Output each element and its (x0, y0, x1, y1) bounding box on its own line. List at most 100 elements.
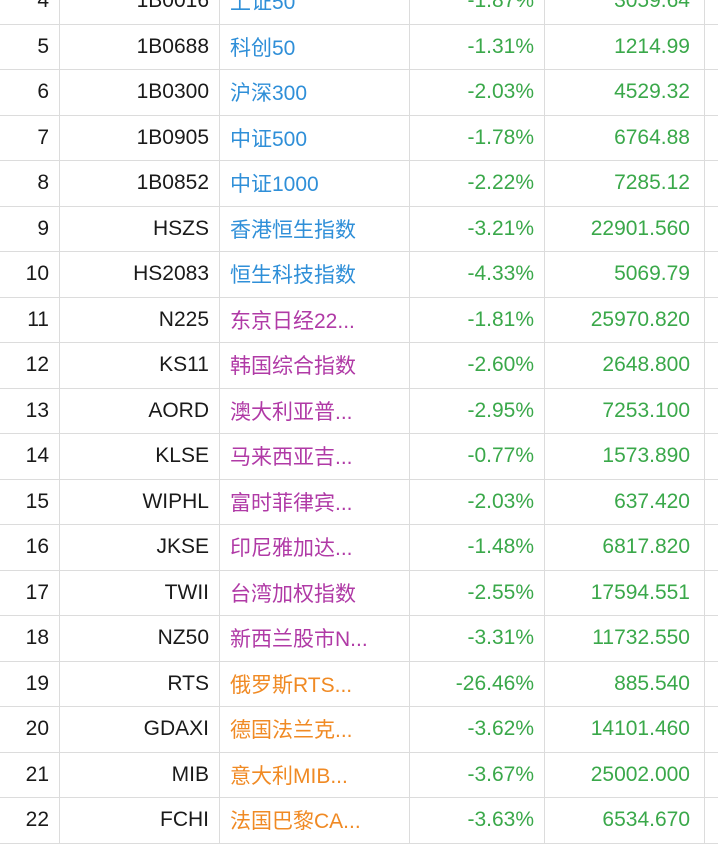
last-price: 25970.820 (545, 297, 705, 342)
change-percent: -4.33% (410, 252, 545, 297)
row-filler (705, 616, 718, 661)
change-percent: -0.77% (410, 434, 545, 479)
row-filler (705, 707, 718, 752)
index-name-link[interactable]: 台湾加权指数 (220, 570, 410, 615)
table-row[interactable]: 18 NZ50 新西兰股市N... -3.31% 11732.550 (0, 616, 718, 662)
index-name-link[interactable]: 上证50 (220, 0, 410, 24)
table-row[interactable]: 7 1B0905 中证500 -1.78% 6764.88 (0, 115, 718, 161)
table-row[interactable]: 5 1B0688 科创50 -1.31% 1214.99 (0, 24, 718, 70)
row-index: 12 (0, 343, 60, 388)
row-index: 17 (0, 570, 60, 615)
row-index: 16 (0, 525, 60, 570)
table-row[interactable]: 20 GDAXI 德国法兰克... -3.62% 14101.460 (0, 707, 718, 753)
table-row[interactable]: 14 KLSE 马来西亚吉... -0.77% 1573.890 (0, 434, 718, 480)
index-code: GDAXI (60, 707, 220, 752)
table-row[interactable]: 21 MIB 意大利MIB... -3.67% 25002.000 (0, 752, 718, 798)
index-name-link[interactable]: 澳大利亚普... (220, 388, 410, 433)
index-code: 1B0300 (60, 70, 220, 115)
table-row[interactable]: 4 1B0016 上证50 -1.87% 3059.64 (0, 0, 718, 25)
last-price: 1214.99 (545, 24, 705, 69)
last-price: 1573.890 (545, 434, 705, 479)
row-filler (705, 161, 718, 206)
index-name-link[interactable]: 中证1000 (220, 161, 410, 206)
row-index: 15 (0, 479, 60, 524)
last-price: 6534.670 (545, 798, 705, 843)
index-name-link[interactable]: 法国巴黎CA... (220, 798, 410, 843)
change-percent: -1.81% (410, 297, 545, 342)
table-row[interactable]: 15 WIPHL 富时菲律宾... -2.03% 637.420 (0, 479, 718, 525)
last-price: 4529.32 (545, 70, 705, 115)
index-name-link[interactable]: 新西兰股市N... (220, 616, 410, 661)
index-name-link[interactable]: 印尼雅加达... (220, 525, 410, 570)
table-row[interactable]: 10 HS2083 恒生科技指数 -4.33% 5069.79 (0, 252, 718, 298)
last-price: 7285.12 (545, 161, 705, 206)
change-percent: -2.22% (410, 161, 545, 206)
change-percent: -2.03% (410, 70, 545, 115)
table-row[interactable]: 22 FCHI 法国巴黎CA... -3.63% 6534.670 (0, 798, 718, 844)
index-code: FCHI (60, 798, 220, 843)
last-price: 14101.460 (545, 707, 705, 752)
change-percent: -1.78% (410, 115, 545, 160)
table-row[interactable]: 9 HSZS 香港恒生指数 -3.21% 22901.560 (0, 206, 718, 252)
index-code: NZ50 (60, 616, 220, 661)
row-index: 14 (0, 434, 60, 479)
index-code: MIB (60, 752, 220, 797)
index-code: N225 (60, 297, 220, 342)
last-price: 6764.88 (545, 115, 705, 160)
index-name-link[interactable]: 东京日经22... (220, 297, 410, 342)
row-filler (705, 70, 718, 115)
change-percent: -3.67% (410, 752, 545, 797)
last-price: 637.420 (545, 479, 705, 524)
index-name-link[interactable]: 德国法兰克... (220, 707, 410, 752)
row-filler (705, 343, 718, 388)
row-index: 4 (0, 0, 60, 24)
last-price: 3059.64 (545, 0, 705, 24)
index-name-link[interactable]: 科创50 (220, 24, 410, 69)
change-percent: -3.62% (410, 707, 545, 752)
index-code: KS11 (60, 343, 220, 388)
index-code: WIPHL (60, 479, 220, 524)
table-row[interactable]: 12 KS11 韩国综合指数 -2.60% 2648.800 (0, 343, 718, 389)
row-filler (705, 25, 718, 70)
table-row[interactable]: 11 N225 东京日经22... -1.81% 25970.820 (0, 297, 718, 343)
row-index: 19 (0, 661, 60, 706)
row-index: 8 (0, 161, 60, 206)
index-name-link[interactable]: 韩国综合指数 (220, 343, 410, 388)
index-name-link[interactable]: 富时菲律宾... (220, 479, 410, 524)
table-row[interactable]: 16 JKSE 印尼雅加达... -1.48% 6817.820 (0, 525, 718, 571)
table-row[interactable]: 17 TWII 台湾加权指数 -2.55% 17594.551 (0, 570, 718, 616)
table-row[interactable]: 19 RTS 俄罗斯RTS... -26.46% 885.540 (0, 661, 718, 707)
index-code: HS2083 (60, 252, 220, 297)
index-code: 1B0016 (60, 0, 220, 24)
table-row[interactable]: 13 AORD 澳大利亚普... -2.95% 7253.100 (0, 388, 718, 434)
index-name-link[interactable]: 恒生科技指数 (220, 252, 410, 297)
row-index: 20 (0, 707, 60, 752)
row-filler (705, 480, 718, 525)
change-percent: -3.21% (410, 206, 545, 251)
index-name-link[interactable]: 马来西亚吉... (220, 434, 410, 479)
row-filler (705, 298, 718, 343)
row-filler (705, 662, 718, 707)
change-percent: -1.31% (410, 24, 545, 69)
row-index: 11 (0, 297, 60, 342)
row-filler (705, 0, 718, 24)
row-filler (705, 434, 718, 479)
index-name-link[interactable]: 俄罗斯RTS... (220, 661, 410, 706)
row-filler (705, 116, 718, 161)
index-name-link[interactable]: 沪深300 (220, 70, 410, 115)
last-price: 22901.560 (545, 206, 705, 251)
row-index: 13 (0, 388, 60, 433)
index-code: JKSE (60, 525, 220, 570)
row-index: 22 (0, 798, 60, 843)
index-name-link[interactable]: 意大利MIB... (220, 752, 410, 797)
row-index: 7 (0, 115, 60, 160)
row-index: 5 (0, 24, 60, 69)
table-row[interactable]: 8 1B0852 中证1000 -2.22% 7285.12 (0, 161, 718, 207)
index-name-link[interactable]: 中证500 (220, 115, 410, 160)
change-percent: -2.55% (410, 570, 545, 615)
last-price: 6817.820 (545, 525, 705, 570)
index-name-link[interactable]: 香港恒生指数 (220, 206, 410, 251)
table-row[interactable]: 6 1B0300 沪深300 -2.03% 4529.32 (0, 70, 718, 116)
last-price: 5069.79 (545, 252, 705, 297)
change-percent: -2.95% (410, 388, 545, 433)
